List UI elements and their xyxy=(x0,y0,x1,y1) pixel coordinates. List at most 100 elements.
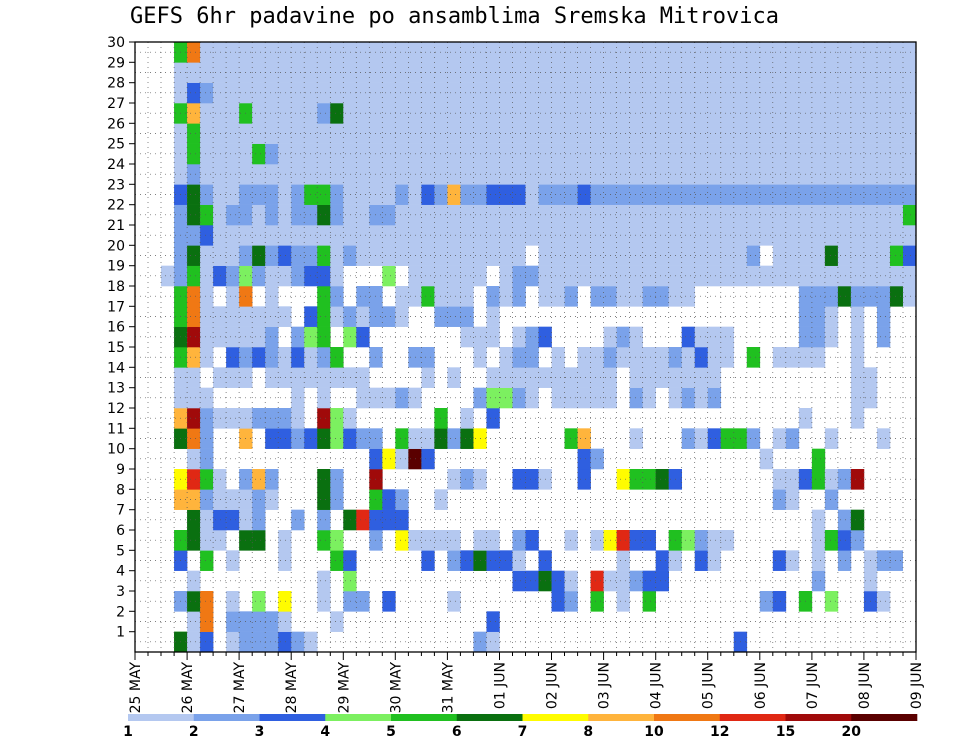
heatmap-cell xyxy=(824,245,839,266)
heatmap-cell xyxy=(759,164,774,185)
heatmap-cell xyxy=(629,82,643,104)
heatmap-cell xyxy=(486,387,500,409)
heatmap-cell xyxy=(460,123,474,144)
heatmap-cell xyxy=(499,164,513,185)
heatmap-cell xyxy=(629,204,643,226)
heatmap-cell xyxy=(447,204,461,226)
heatmap-cell xyxy=(590,367,604,388)
colorbar-segment xyxy=(522,714,589,721)
y-tick-label: 30 xyxy=(107,35,125,51)
heatmap-cell xyxy=(655,42,669,63)
heatmap-cell xyxy=(759,184,774,205)
heatmap-cell xyxy=(889,62,904,83)
heatmap-cell xyxy=(590,245,604,266)
heatmap-cell xyxy=(837,82,852,104)
heatmap-cell xyxy=(876,428,891,449)
heatmap-cell xyxy=(681,387,696,409)
heatmap-cell xyxy=(226,204,240,226)
heatmap-cell xyxy=(772,204,787,226)
heatmap-cell xyxy=(564,42,578,63)
heatmap-cell xyxy=(330,164,344,185)
heatmap-cell xyxy=(265,611,279,632)
heatmap-cell xyxy=(317,123,331,144)
heatmap-cell xyxy=(837,42,852,63)
heatmap-cell xyxy=(902,62,917,83)
heatmap-cell xyxy=(824,489,839,510)
heatmap-cell xyxy=(811,530,826,551)
heatmap-cell xyxy=(590,204,604,226)
heatmap-cell xyxy=(382,306,396,327)
heatmap-cell xyxy=(616,245,630,266)
heatmap-cell xyxy=(486,62,500,83)
heatmap-cell xyxy=(629,530,643,551)
heatmap-cell xyxy=(837,225,852,246)
heatmap-cell xyxy=(200,387,214,409)
heatmap-cell xyxy=(876,245,891,266)
heatmap-cell xyxy=(356,204,370,226)
heatmap-cell xyxy=(330,204,344,226)
colorbar-label: 1 xyxy=(123,724,133,740)
heatmap-cell xyxy=(291,42,305,63)
heatmap-cell xyxy=(434,103,448,124)
heatmap-cell xyxy=(460,62,474,83)
heatmap-cell xyxy=(395,82,409,104)
heatmap-cell xyxy=(551,286,565,307)
heatmap-cell xyxy=(564,591,578,612)
heatmap-cell xyxy=(395,103,409,124)
heatmap-cell xyxy=(434,306,448,327)
heatmap-cell xyxy=(395,164,409,185)
heatmap-cell xyxy=(824,469,839,490)
heatmap-cell xyxy=(434,489,448,510)
heatmap-cell xyxy=(265,143,279,165)
heatmap-cell xyxy=(499,550,513,571)
heatmap-cell xyxy=(564,143,578,165)
heatmap-cell xyxy=(512,164,526,185)
heatmap-cell xyxy=(447,591,461,612)
heatmap-cell xyxy=(525,62,539,83)
heatmap-cell xyxy=(252,611,266,632)
heatmap-cell xyxy=(278,184,292,205)
heatmap-cell xyxy=(291,123,305,144)
heatmap-cell xyxy=(213,123,227,144)
y-tick-label: 26 xyxy=(107,116,125,132)
heatmap-cell xyxy=(902,123,917,144)
heatmap-cell xyxy=(746,428,761,449)
heatmap-cell xyxy=(343,408,357,429)
heatmap-cell xyxy=(681,62,696,83)
heatmap-cell xyxy=(226,286,240,307)
heatmap-cell xyxy=(382,225,396,246)
heatmap-cell xyxy=(629,570,643,592)
heatmap-cell xyxy=(590,42,604,63)
colorbar-label: 7 xyxy=(518,724,528,740)
heatmap-cell xyxy=(187,326,201,348)
heatmap-cell xyxy=(824,62,839,83)
heatmap-cell xyxy=(382,164,396,185)
y-tick-label: 25 xyxy=(107,137,125,153)
y-tick-label: 29 xyxy=(107,55,125,71)
heatmap-cell xyxy=(330,286,344,307)
heatmap-cell xyxy=(681,326,696,348)
heatmap-cell xyxy=(655,286,669,307)
y-tick-label: 11 xyxy=(107,421,125,437)
heatmap-cell xyxy=(824,103,839,124)
heatmap-cell xyxy=(681,428,696,449)
heatmap-cell xyxy=(694,225,709,246)
heatmap-cell xyxy=(707,123,722,144)
heatmap-cell xyxy=(655,184,669,205)
heatmap-cell xyxy=(811,306,826,327)
heatmap-cell xyxy=(200,509,214,531)
heatmap-cell xyxy=(382,143,396,165)
heatmap-cell xyxy=(616,62,630,83)
y-tick-label: 10 xyxy=(107,442,125,458)
heatmap-cell xyxy=(525,204,539,226)
heatmap-cell xyxy=(395,448,409,470)
heatmap-cell xyxy=(356,123,370,144)
y-tick-label: 1 xyxy=(116,625,125,641)
heatmap-cell xyxy=(889,82,904,104)
heatmap-cell xyxy=(577,428,591,449)
y-tick-label: 8 xyxy=(116,482,125,498)
heatmap-cell xyxy=(226,306,240,327)
heatmap-cell xyxy=(252,164,266,185)
heatmap-cell xyxy=(707,103,722,124)
heatmap-cell xyxy=(785,82,800,104)
